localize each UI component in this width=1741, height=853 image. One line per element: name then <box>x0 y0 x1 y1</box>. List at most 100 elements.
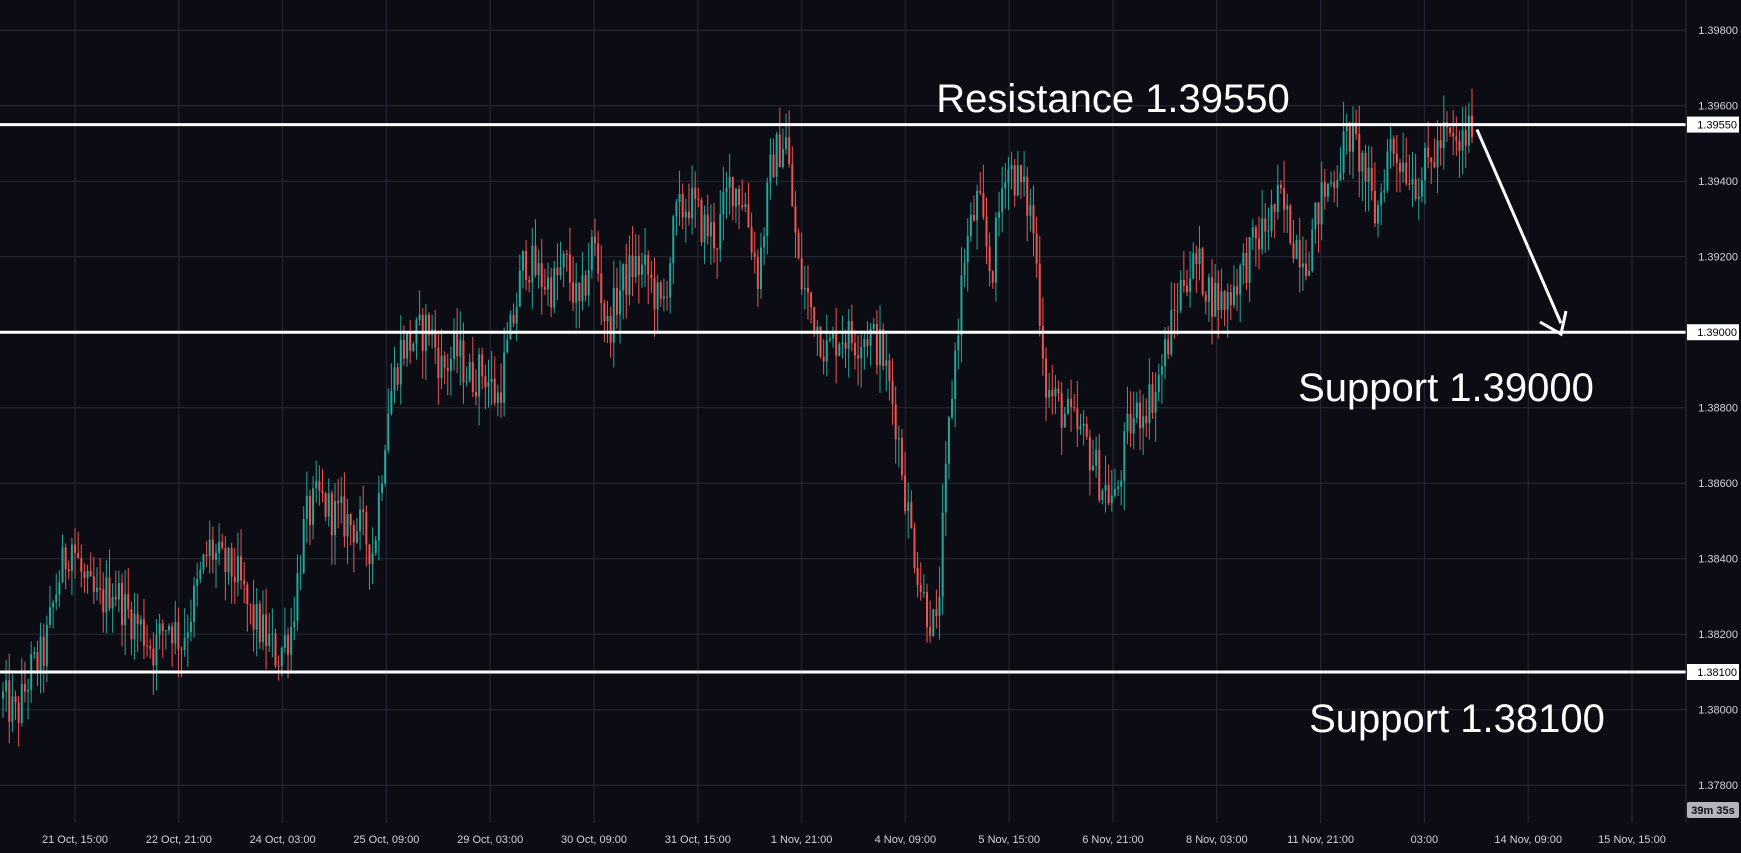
candle-body <box>1120 480 1123 487</box>
candle-body <box>177 622 180 650</box>
candle-body <box>1314 202 1317 230</box>
candle-body <box>1123 431 1126 481</box>
candle-body <box>1248 237 1251 283</box>
candle-body <box>775 134 778 178</box>
candle-body <box>734 188 737 207</box>
candle-body <box>954 350 957 399</box>
candle-body <box>994 217 997 283</box>
candle-body <box>142 619 145 646</box>
candle-body <box>321 490 324 494</box>
candle-body <box>1092 465 1095 471</box>
candle-body <box>1402 162 1405 172</box>
candle-body <box>168 626 171 631</box>
candle-body <box>36 652 39 671</box>
candle-body <box>1383 190 1386 193</box>
candle-body <box>713 222 716 249</box>
candle-body <box>1342 131 1345 173</box>
candle-body <box>1377 205 1380 224</box>
candle-body <box>1098 449 1101 501</box>
candle-body <box>543 287 546 290</box>
candle-body <box>478 354 481 397</box>
candle-body <box>409 331 412 351</box>
candle-body <box>1214 282 1217 317</box>
candle-body <box>208 539 211 557</box>
candle-body <box>158 623 161 635</box>
support-mid-annotation: Support 1.39000 <box>1298 366 1594 410</box>
candle-body <box>1311 229 1314 271</box>
candle-body <box>308 495 311 525</box>
candle-body <box>1026 176 1029 216</box>
candle-body <box>277 665 280 667</box>
candle-body <box>1267 230 1270 232</box>
candle-body <box>929 627 932 636</box>
time-axis[interactable]: 21 Oct, 15:00 22 Oct, 21:00 24 Oct, 03:00 2… <box>42 834 1666 846</box>
candle-body <box>359 509 362 532</box>
candle-body <box>656 282 659 310</box>
candle-body <box>89 570 92 577</box>
candle-body <box>506 339 509 353</box>
candle-body <box>719 214 722 250</box>
candle-body <box>227 547 230 573</box>
candle-body <box>1358 133 1361 172</box>
candle-body <box>8 680 11 722</box>
candle-body <box>449 358 452 371</box>
candle-body <box>1398 163 1401 172</box>
candle-body <box>1004 182 1007 189</box>
candle-body <box>1195 253 1198 265</box>
candle-body <box>468 361 471 381</box>
time-tick-label: 21 Oct, 15:00 <box>42 834 108 846</box>
price-tick-label: 1.38000 <box>1698 705 1738 717</box>
candle-body <box>1019 164 1022 183</box>
candle-body <box>672 216 675 264</box>
candle-body <box>74 544 77 553</box>
candle-body <box>1270 204 1273 231</box>
candle-body <box>1179 279 1182 311</box>
candle-body <box>1261 218 1264 250</box>
candle-body <box>1211 277 1214 317</box>
countdown-badge: 39m 35s <box>1687 802 1739 818</box>
candle-body <box>1229 292 1232 306</box>
candle-body <box>20 683 23 723</box>
time-tick-label: 6 Nov, 21:00 <box>1082 834 1144 846</box>
candle-body <box>399 339 402 385</box>
candle-body <box>1471 115 1473 138</box>
level-price-tag-label: 1.38100 <box>1697 667 1737 679</box>
candle-body <box>653 277 656 310</box>
candle-body <box>860 347 863 359</box>
candle-body <box>1276 184 1279 212</box>
candle-body <box>919 585 922 593</box>
candle-body <box>487 381 490 388</box>
candle-body <box>108 577 111 609</box>
candle-body <box>233 576 236 583</box>
candle-body <box>1138 402 1141 429</box>
candle-body <box>484 376 487 388</box>
candle-body <box>972 214 975 221</box>
candle-body <box>1320 182 1323 225</box>
candle-body <box>857 355 860 359</box>
price-axis[interactable]: 1.39800 1.39600 1.39400 1.39200 1.39000 1.388… <box>1687 25 1739 792</box>
candle-body <box>1286 205 1289 210</box>
gridlines <box>0 0 1686 823</box>
candle-body <box>500 392 503 403</box>
candle-body <box>412 343 415 351</box>
candle-body <box>822 356 825 362</box>
candle-body <box>750 227 753 253</box>
candle-body <box>825 340 828 362</box>
candle-body <box>23 683 26 692</box>
candle-body <box>390 390 393 414</box>
candle-body <box>1254 227 1257 239</box>
candle-body <box>944 463 947 513</box>
candle-body <box>985 216 988 247</box>
time-tick-label: 25 Oct, 09:00 <box>353 834 419 846</box>
time-tick-label: 14 Nov, 09:00 <box>1494 834 1562 846</box>
candle-body <box>957 335 960 351</box>
candle-body <box>1157 374 1160 393</box>
candle-body <box>1023 176 1026 183</box>
candle-body <box>287 635 290 655</box>
time-tick-label: 29 Oct, 03:00 <box>457 834 523 846</box>
candle-body <box>1076 408 1079 430</box>
candle-body <box>11 696 14 722</box>
candle-body <box>1295 239 1298 259</box>
